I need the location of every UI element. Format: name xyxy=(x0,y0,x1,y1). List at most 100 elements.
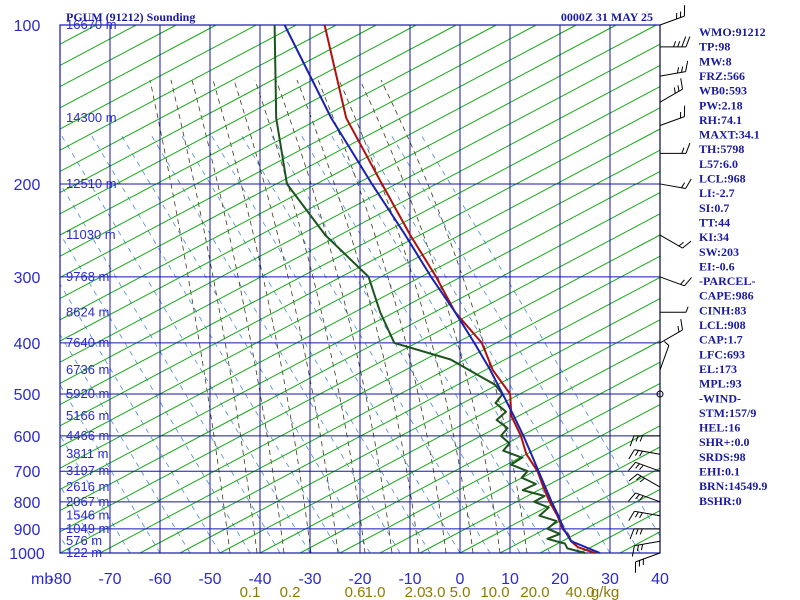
index-value: TH:5798 xyxy=(699,142,744,156)
height-label: 14300 m xyxy=(66,110,117,125)
pressure-tick-label: 700 xyxy=(14,464,41,481)
index-value: SRDS:98 xyxy=(699,450,746,464)
wind-barb xyxy=(629,528,660,540)
mixing-ratio-label: 5.0 xyxy=(450,584,471,600)
dry-adiabat-line xyxy=(59,24,377,194)
height-label: 5166 m xyxy=(66,408,109,423)
index-value: LCL:908 xyxy=(699,318,746,332)
temperature-tick-label: -40 xyxy=(248,571,271,588)
height-label: 6736 m xyxy=(66,362,109,377)
moist-adiabat-line xyxy=(149,79,231,554)
mixing-ratio-line xyxy=(59,183,281,554)
temperature-tick-label: 20 xyxy=(551,571,569,588)
indices-list: WMO:91212TP:98MW:8FRZ:566WB0:593PW:2.18R… xyxy=(699,25,767,508)
index-value: LI:-2.7 xyxy=(699,186,735,200)
height-label: 9768 m xyxy=(66,269,109,284)
dry-adiabat-line xyxy=(219,319,661,554)
wind-barb xyxy=(659,178,692,189)
dry-adiabat-line xyxy=(179,298,661,554)
dry-adiabat-line xyxy=(59,24,457,236)
wind-barb xyxy=(660,306,689,313)
pressure-tick-label: 600 xyxy=(14,429,41,446)
dry-adiabat-line xyxy=(579,510,661,554)
series-dewpoint-line xyxy=(273,24,586,554)
height-label: 3811 m xyxy=(66,446,108,461)
wind-barb xyxy=(659,60,689,77)
wind-barb xyxy=(628,473,661,488)
temperature-tick-label: 0 xyxy=(456,571,465,588)
index-value: MAXT:34.1 xyxy=(699,128,760,142)
index-value: PW:2.18 xyxy=(699,98,743,112)
index-value: SHR+:0.0 xyxy=(699,435,750,449)
dry-adiabat-line xyxy=(59,24,537,278)
wind-barb xyxy=(628,461,661,472)
dry-adiabat-line xyxy=(59,24,657,342)
index-value: CAPE:986 xyxy=(699,289,754,303)
wind-barb xyxy=(659,276,692,287)
mixing-ratio-line xyxy=(59,384,161,554)
index-value: LCL:968 xyxy=(699,172,746,186)
height-label: 16670 m xyxy=(66,17,117,32)
temperature-tick-label: 40 xyxy=(651,571,669,588)
dry-adiabat-line xyxy=(59,24,497,257)
mixing-ratio-line xyxy=(59,535,71,554)
index-value: LFC:693 xyxy=(699,347,745,361)
index-value: EHI:0.1 xyxy=(699,465,740,479)
series-parcel-line xyxy=(283,24,601,554)
index-value: -PARCEL- xyxy=(699,274,755,288)
height-label: 5920 m xyxy=(66,386,109,401)
index-value: STM:157/9 xyxy=(699,406,756,420)
index-value: CINH:83 xyxy=(699,303,746,317)
index-value: FRZ:566 xyxy=(699,69,745,83)
mixing-ratio-label: g/kg xyxy=(591,584,619,600)
dry-adiabat-line xyxy=(379,404,661,554)
wind-barbs xyxy=(628,5,692,573)
mixing-ratio-line xyxy=(59,233,251,554)
mixing-ratio-label: 0.2 xyxy=(280,584,301,600)
index-value: RH:74.1 xyxy=(699,113,742,127)
pressure-tick-label: 500 xyxy=(14,387,41,404)
dry-adiabat-line xyxy=(299,361,661,554)
wind-barb xyxy=(659,78,684,103)
moist-adiabat-line xyxy=(170,79,258,554)
wind-barb xyxy=(659,318,684,344)
dry-adiabat-line xyxy=(59,24,97,45)
mixing-ratio-label: 3.0 xyxy=(425,584,446,600)
dry-adiabat-line xyxy=(419,425,661,554)
dry-adiabat-line xyxy=(59,24,297,151)
wind-barb xyxy=(629,435,660,447)
dry-adiabat-line xyxy=(499,467,661,554)
dry-adiabat-line xyxy=(59,24,577,300)
temperature-tick-label: -20 xyxy=(348,571,371,588)
index-value: MW:8 xyxy=(699,54,732,68)
index-value: EL:173 xyxy=(699,362,737,376)
chart-timestamp: 0000Z 31 MAY 25 xyxy=(561,10,653,24)
dry-adiabat-line xyxy=(59,24,177,88)
pressure-tick-label: 200 xyxy=(14,177,41,194)
mixing-ratio-label: 0.6 xyxy=(345,584,366,600)
pressure-unit-label: mb xyxy=(31,571,53,588)
dry-adiabat-line xyxy=(59,24,257,130)
wind-barb xyxy=(631,540,661,557)
dry-adiabat-line xyxy=(339,382,661,554)
dry-adiabat-line xyxy=(539,488,661,554)
mixing-ratio-line xyxy=(59,283,221,554)
index-value: BRN:14549.9 xyxy=(699,479,767,493)
temperature-tick-label: -60 xyxy=(148,571,171,588)
index-value: WMO:91212 xyxy=(699,25,766,39)
pressure-tick-label: 900 xyxy=(14,522,41,539)
height-label: 4466 m xyxy=(66,428,109,443)
mixing-ratio-label: 10.0 xyxy=(480,584,509,600)
sounding-profiles xyxy=(273,24,601,554)
index-value: HEL:16 xyxy=(699,421,740,435)
pressure-tick-label: 100 xyxy=(14,18,41,35)
dry-adiabat-line xyxy=(59,24,617,321)
temperature-tick-label: -50 xyxy=(198,571,221,588)
height-label: 122 m xyxy=(66,545,102,560)
mixing-ratio-label: 0.1 xyxy=(240,584,261,600)
moist-adiabat-line xyxy=(233,79,339,554)
mixing-ratio-label: 20.0 xyxy=(520,584,549,600)
height-label: 3197 m xyxy=(66,463,109,478)
height-label: 2067 m xyxy=(66,494,109,509)
